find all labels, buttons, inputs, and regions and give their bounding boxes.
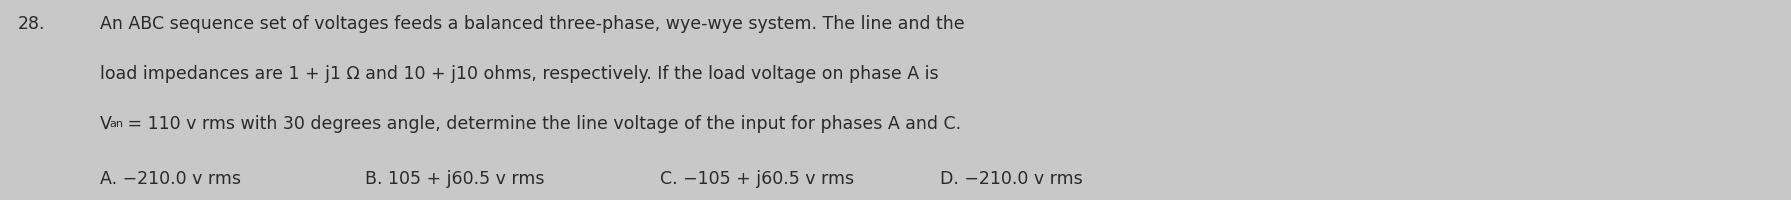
Text: D. −210.0 v rms: D. −210.0 v rms	[940, 170, 1084, 188]
Text: A. −210.0 v rms: A. −210.0 v rms	[100, 170, 242, 188]
Text: 28.: 28.	[18, 15, 45, 33]
Text: B. 105 + j60.5 v rms: B. 105 + j60.5 v rms	[365, 170, 544, 188]
Text: V: V	[100, 115, 111, 133]
Text: An ABC sequence set of voltages feeds a balanced three-phase, wye-wye system. Th: An ABC sequence set of voltages feeds a …	[100, 15, 965, 33]
Text: an: an	[109, 119, 124, 129]
Text: load impedances are 1 + j1 Ω and 10 + j10 ohms, respectively. If the load voltag: load impedances are 1 + j1 Ω and 10 + j1…	[100, 65, 938, 83]
Text: C. −105 + j60.5 v rms: C. −105 + j60.5 v rms	[661, 170, 854, 188]
Text: = 110 v rms with 30 degrees angle, determine the line voltage of the input for p: = 110 v rms with 30 degrees angle, deter…	[122, 115, 962, 133]
